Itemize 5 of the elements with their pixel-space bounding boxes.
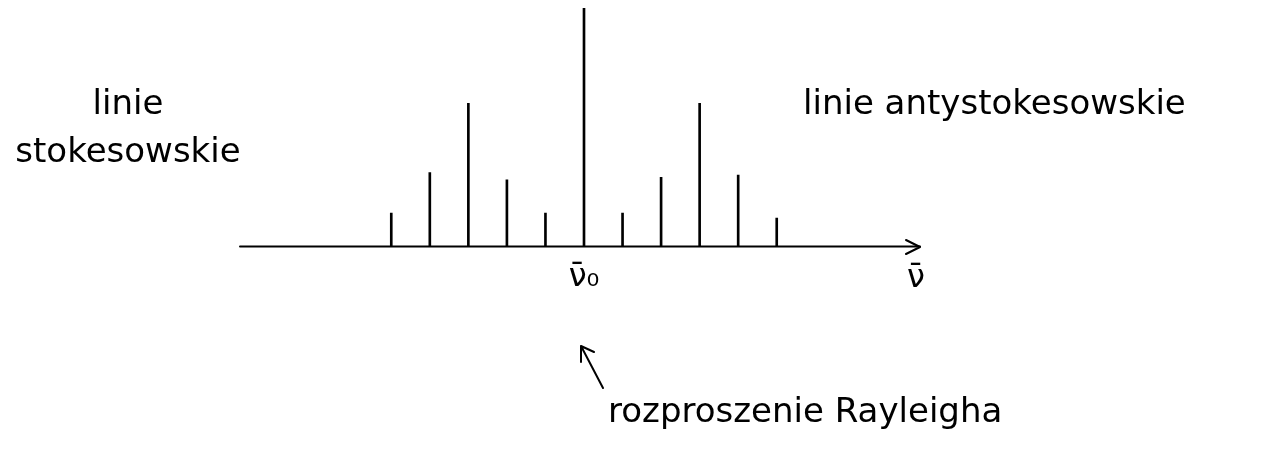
text: linie antystokesowskie — [803, 81, 1187, 124]
x-axis-title: ν̄ — [907, 256, 925, 295]
x-tick-label: ν̄₀ — [568, 256, 600, 295]
text: linie stokesowskie — [14, 81, 242, 172]
text: rozproszenie Rayleigha — [608, 389, 1004, 432]
